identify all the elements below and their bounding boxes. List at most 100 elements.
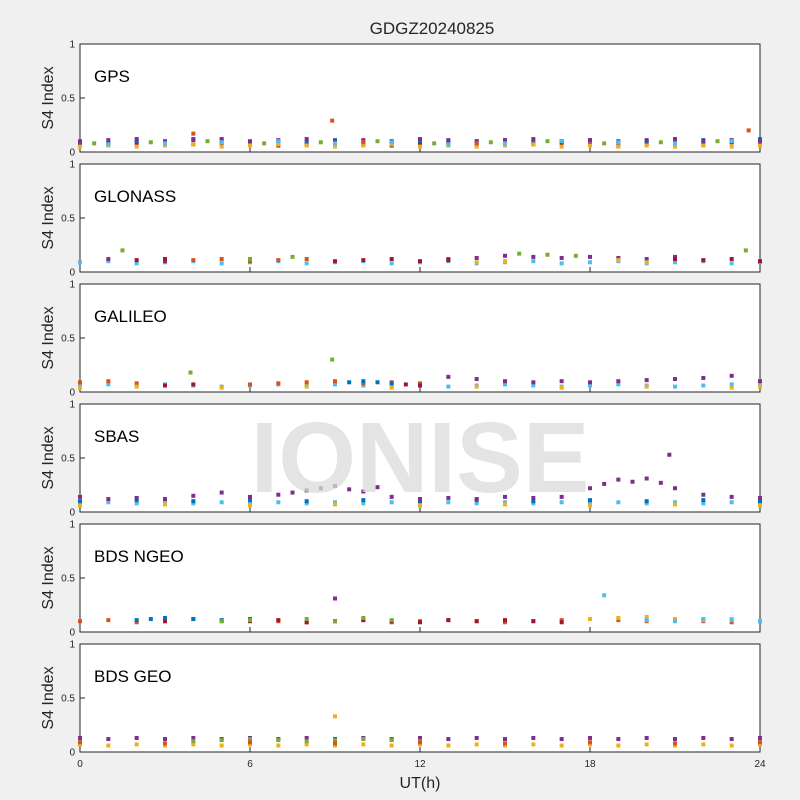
plot-area: [79, 643, 761, 753]
data-point: [474, 144, 479, 149]
data-point: [78, 499, 82, 504]
y-tick-label: 0.5: [61, 214, 75, 225]
data-point: [729, 261, 734, 266]
data-point: [389, 385, 394, 390]
data-point: [333, 741, 337, 746]
data-point: [148, 617, 153, 622]
y-tick-label: 0: [69, 628, 75, 639]
data-point: [715, 139, 720, 144]
data-point: [588, 380, 592, 385]
data-point: [446, 618, 451, 623]
data-point: [333, 141, 337, 146]
data-point: [276, 500, 281, 505]
data-point: [588, 740, 592, 745]
data-point: [78, 260, 82, 265]
data-point: [191, 501, 196, 506]
data-point: [673, 741, 677, 746]
data-point: [276, 738, 281, 743]
data-point: [729, 382, 734, 387]
data-point: [729, 144, 734, 149]
data-point: [545, 139, 550, 144]
y-tick-label: 0: [69, 508, 75, 519]
data-point: [106, 257, 111, 262]
data-point: [78, 139, 82, 144]
data-series: [78, 500, 762, 506]
data-point: [559, 255, 564, 260]
y-tick-label: 0.5: [61, 454, 75, 465]
data-point: [673, 500, 677, 505]
data-series: [667, 452, 672, 457]
data-point: [134, 620, 139, 625]
data-point: [333, 139, 337, 144]
data-point: [418, 501, 422, 506]
data-point: [446, 495, 451, 500]
data-point: [248, 498, 252, 503]
data-point: [503, 500, 507, 505]
data-series: [78, 740, 762, 746]
data-point: [559, 261, 564, 266]
data-point: [503, 737, 507, 742]
data-point: [531, 742, 536, 747]
data-point: [758, 139, 762, 144]
data-point: [616, 379, 621, 384]
data-point: [106, 737, 111, 742]
data-point: [644, 499, 649, 504]
data-point: [304, 140, 309, 145]
data-point: [219, 257, 224, 262]
data-point: [418, 137, 422, 142]
data-point: [163, 141, 167, 146]
data-point: [389, 381, 394, 386]
data-point: [503, 379, 507, 384]
data-point: [134, 501, 139, 506]
data-point: [134, 498, 139, 503]
data-point: [644, 138, 649, 143]
data-point: [701, 143, 706, 148]
panel-label: GPS: [94, 67, 130, 86]
data-point: [446, 140, 451, 145]
y-tick-label: 0: [69, 748, 75, 759]
data-point: [644, 501, 649, 506]
data-point: [191, 742, 196, 747]
data-point: [361, 381, 366, 386]
data-point: [559, 144, 564, 149]
data-point: [701, 498, 706, 503]
data-point: [616, 140, 621, 145]
data-point: [616, 743, 621, 748]
y-tick-label: 0.5: [61, 334, 75, 345]
data-point: [559, 620, 564, 625]
data-point: [389, 257, 394, 262]
y-axis-title: S4 Index: [40, 66, 57, 129]
data-point: [333, 619, 337, 624]
data-point: [602, 481, 607, 486]
data-point: [304, 257, 309, 262]
data-series: [78, 502, 762, 508]
data-point: [248, 501, 252, 506]
data-point: [616, 255, 621, 260]
data-point: [729, 618, 734, 623]
data-point: [658, 140, 663, 145]
data-series: [446, 373, 762, 385]
y-tick-label: 0: [69, 148, 75, 159]
data-point: [205, 139, 210, 144]
data-point: [474, 139, 479, 144]
data-point: [503, 502, 507, 507]
data-point: [602, 593, 607, 598]
data-point: [163, 502, 167, 507]
data-point: [106, 500, 111, 505]
data-series: [191, 257, 309, 264]
data-point: [729, 257, 734, 262]
data-point: [375, 380, 380, 385]
data-point: [418, 499, 422, 504]
data-point: [559, 618, 564, 623]
data-series: [163, 382, 422, 388]
data-point: [616, 144, 621, 149]
data-point: [330, 118, 335, 123]
data-series: [120, 248, 748, 262]
data-point: [616, 500, 621, 505]
data-point: [588, 617, 592, 622]
data-point: [304, 143, 309, 148]
data-point: [503, 494, 507, 499]
data-point: [758, 384, 762, 389]
data-point: [588, 742, 592, 747]
data-point: [361, 379, 366, 384]
